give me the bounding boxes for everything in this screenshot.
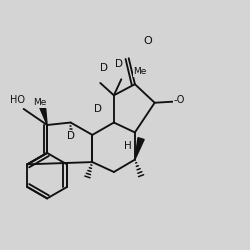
Text: HO: HO (10, 95, 25, 105)
Text: Me: Me (33, 98, 46, 107)
Text: D: D (100, 63, 108, 73)
Text: D: D (115, 60, 123, 70)
Text: -O: -O (174, 95, 185, 105)
Text: D: D (94, 104, 102, 114)
Text: Me: Me (133, 67, 146, 76)
Polygon shape (135, 138, 144, 160)
Text: H: H (124, 141, 131, 151)
Text: O: O (143, 36, 152, 46)
Text: D: D (66, 131, 74, 141)
Polygon shape (39, 104, 47, 125)
